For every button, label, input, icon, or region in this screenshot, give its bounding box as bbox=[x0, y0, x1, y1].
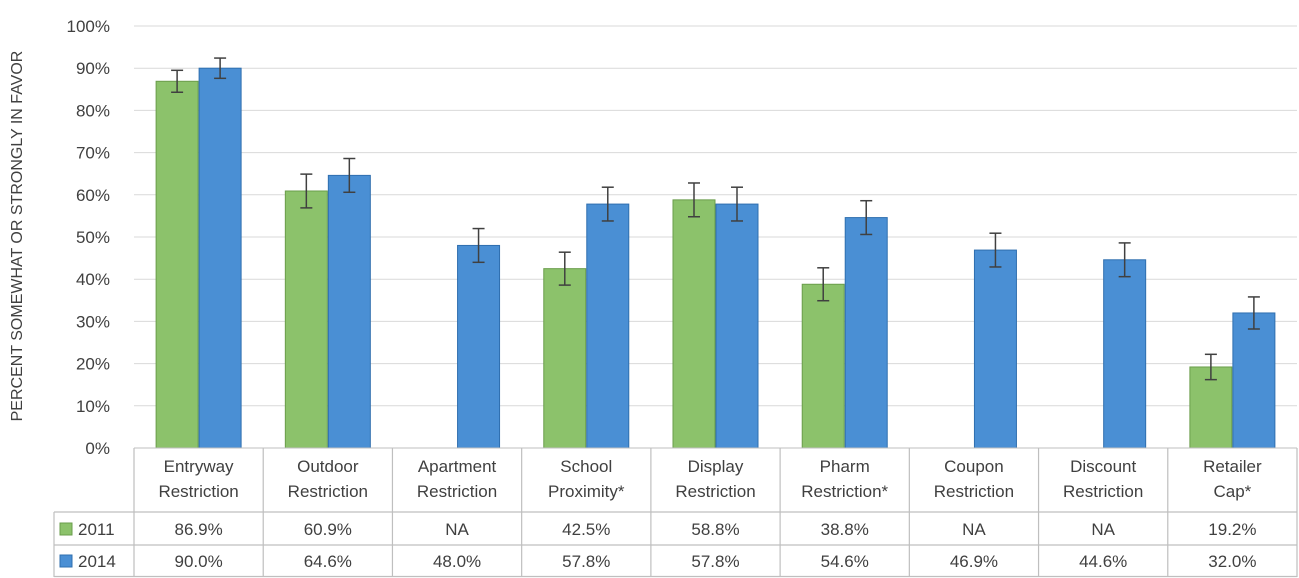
category-label-line: Pharm bbox=[820, 457, 870, 476]
category-label-line: Outdoor bbox=[297, 457, 359, 476]
table-value: NA bbox=[962, 520, 986, 539]
category-label: Coupon Restriction bbox=[934, 457, 1014, 501]
bar-2011-4 bbox=[673, 200, 715, 448]
bar-2011-3 bbox=[544, 269, 586, 448]
table-value: 90.0% bbox=[175, 552, 223, 571]
bar-2014-1 bbox=[328, 175, 370, 448]
category-label-line: Coupon bbox=[944, 457, 1004, 476]
table-value: 44.6% bbox=[1079, 552, 1127, 571]
category-label-line: Cap* bbox=[1213, 482, 1251, 501]
legend-key-2014 bbox=[60, 555, 72, 567]
y-tick-label: 30% bbox=[76, 312, 110, 331]
table-value: 64.6% bbox=[304, 552, 352, 571]
y-tick-label: 80% bbox=[76, 101, 110, 120]
legend-key-2011 bbox=[60, 523, 72, 535]
y-tick-label: 40% bbox=[76, 270, 110, 289]
y-axis: 0% 10% 20% 30% 40% 50% 60% 70% 80% 90% 100% bbox=[67, 17, 110, 458]
y-tick-label: 100% bbox=[67, 17, 110, 36]
category-label: School Proximity* bbox=[548, 457, 625, 501]
y-tick-label: 90% bbox=[76, 59, 110, 78]
table-value: 86.9% bbox=[175, 520, 223, 539]
y-tick-label: 50% bbox=[76, 228, 110, 247]
category-label-line: Retailer bbox=[1203, 457, 1262, 476]
bars bbox=[156, 68, 1275, 448]
bar-2011-0 bbox=[156, 81, 198, 448]
category-label: Outdoor Restriction bbox=[288, 457, 368, 501]
category-label-line: School bbox=[560, 457, 612, 476]
bar-2014-4 bbox=[716, 204, 758, 448]
category-label-line: Restriction bbox=[1063, 482, 1143, 501]
category-label-line: Restriction bbox=[675, 482, 755, 501]
y-tick-label: 20% bbox=[76, 355, 110, 374]
category-label-line: Restriction bbox=[158, 482, 238, 501]
y-tick-label: 10% bbox=[76, 397, 110, 416]
category-label-line: Restriction bbox=[288, 482, 368, 501]
table-value: 54.6% bbox=[821, 552, 869, 571]
table-value: 38.8% bbox=[821, 520, 869, 539]
category-label-line: Proximity* bbox=[548, 482, 625, 501]
bar-2014-6 bbox=[974, 250, 1016, 448]
category-label: Apartment Restriction bbox=[417, 457, 497, 501]
bar-2014-0 bbox=[199, 68, 241, 448]
bar-2014-3 bbox=[587, 204, 629, 448]
category-label-line: Restriction* bbox=[801, 482, 888, 501]
y-axis-label: PERCENT SOMEWHAT OR STRONGLY IN FAVOR bbox=[9, 51, 26, 422]
category-label-line: Restriction bbox=[934, 482, 1014, 501]
category-label-line: Display bbox=[688, 457, 744, 476]
bar-2011-5 bbox=[802, 284, 844, 448]
category-label-line: Restriction bbox=[417, 482, 497, 501]
table-value: NA bbox=[1091, 520, 1115, 539]
category-label-line: Apartment bbox=[418, 457, 497, 476]
table-value: 57.8% bbox=[562, 552, 610, 571]
table-value: 46.9% bbox=[950, 552, 998, 571]
table-value: 48.0% bbox=[433, 552, 481, 571]
category-label: Discount Restriction bbox=[1063, 457, 1143, 501]
category-label: Display Restriction bbox=[675, 457, 755, 501]
table-value: 58.8% bbox=[691, 520, 739, 539]
y-tick-label: 60% bbox=[76, 186, 110, 205]
legend-label-2011: 2011 bbox=[78, 520, 115, 539]
table-value: 19.2% bbox=[1208, 520, 1256, 539]
category-label-line: Discount bbox=[1070, 457, 1136, 476]
category-label: Entryway Restriction bbox=[158, 457, 238, 501]
table-value: NA bbox=[445, 520, 469, 539]
bar-2014-8 bbox=[1233, 313, 1275, 448]
bar-2014-7 bbox=[1104, 260, 1146, 448]
bar-2014-2 bbox=[458, 245, 500, 448]
category-label-line: Entryway bbox=[164, 457, 234, 476]
bar-2011-1 bbox=[285, 191, 327, 448]
y-tick-label: 70% bbox=[76, 144, 110, 163]
table-value: 60.9% bbox=[304, 520, 352, 539]
category-label: Pharm Restriction* bbox=[801, 457, 888, 501]
table-value: 32.0% bbox=[1208, 552, 1256, 571]
table-value: 42.5% bbox=[562, 520, 610, 539]
table-value: 57.8% bbox=[691, 552, 739, 571]
legend-label-2014: 2014 bbox=[78, 552, 116, 571]
bar-2014-5 bbox=[845, 218, 887, 448]
y-tick-label: 0% bbox=[85, 439, 110, 458]
category-label: Retailer Cap* bbox=[1203, 457, 1262, 501]
